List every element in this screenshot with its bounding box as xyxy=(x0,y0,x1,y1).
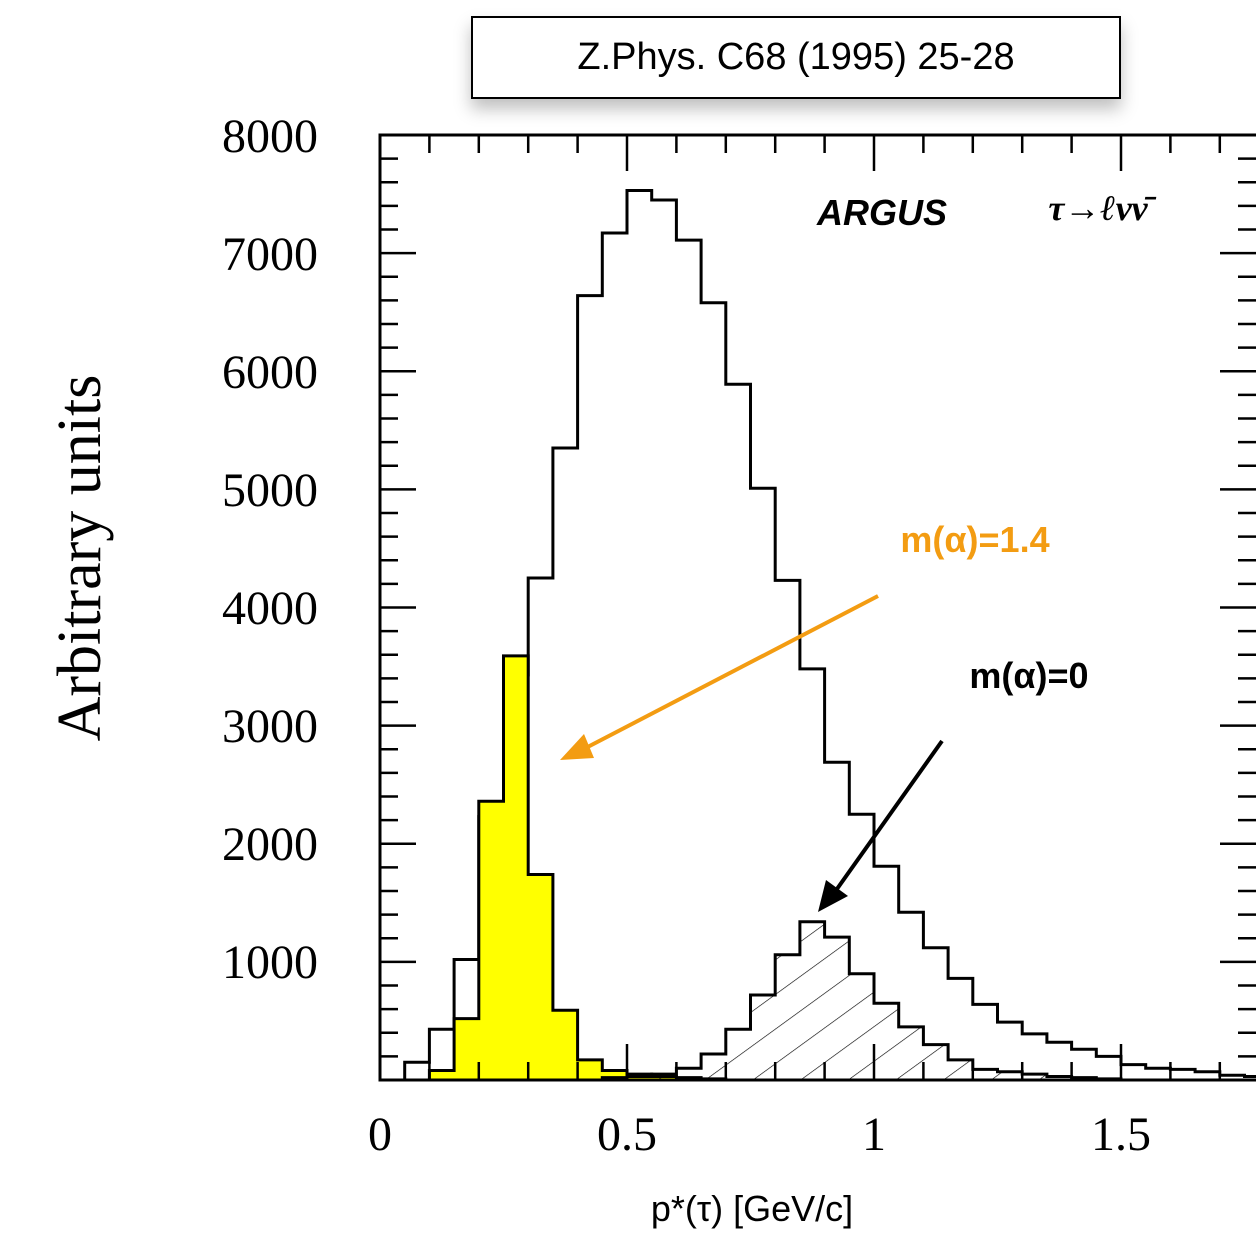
experiment-label: ARGUS xyxy=(816,192,947,233)
y-tick-8000: 8000 xyxy=(222,110,318,163)
orange-arrow xyxy=(577,594,879,754)
total-histogram xyxy=(403,189,1256,1080)
orange-annotation: m(α)=1.4 xyxy=(900,519,1049,560)
y-tick-2000: 2000 xyxy=(222,818,318,871)
process-label: τ→ℓνν̄ xyxy=(1048,188,1156,228)
y-tick-3000: 3000 xyxy=(222,700,318,753)
y-tick-1000: 1000 xyxy=(222,936,318,989)
y-axis-label: Arbitrary units xyxy=(46,375,114,742)
hatched-histogram xyxy=(600,920,1123,1081)
x-tick-0.5: 0.5 xyxy=(597,1108,657,1161)
y-tick-6000: 6000 xyxy=(222,346,318,399)
y-tick-5000: 5000 xyxy=(222,464,318,517)
orange-arrowhead xyxy=(560,734,594,760)
series-outline-2 xyxy=(600,920,1123,1081)
y-tick-4000: 4000 xyxy=(222,582,318,635)
reference-text: Z.Phys. C68 (1995) 25-28 xyxy=(577,36,1015,78)
yellow-histogram xyxy=(427,654,728,1081)
series-outline-1 xyxy=(427,654,728,1081)
x-tick-0: 0 xyxy=(368,1108,392,1161)
series-outline-0 xyxy=(403,189,1256,1080)
y-tick-7000: 7000 xyxy=(222,228,318,281)
x-tick-1.5: 1.5 xyxy=(1091,1108,1151,1161)
black-annotation: m(α)=0 xyxy=(969,655,1088,696)
x-tick-1: 1 xyxy=(862,1108,886,1161)
reference-box: Z.Phys. C68 (1995) 25-28 xyxy=(471,16,1121,99)
black-arrow xyxy=(830,739,944,898)
axis-ticks xyxy=(380,135,1256,1080)
black-arrowhead xyxy=(818,880,848,912)
x-axis-label: p*(τ) [GeV/c] xyxy=(651,1188,853,1229)
